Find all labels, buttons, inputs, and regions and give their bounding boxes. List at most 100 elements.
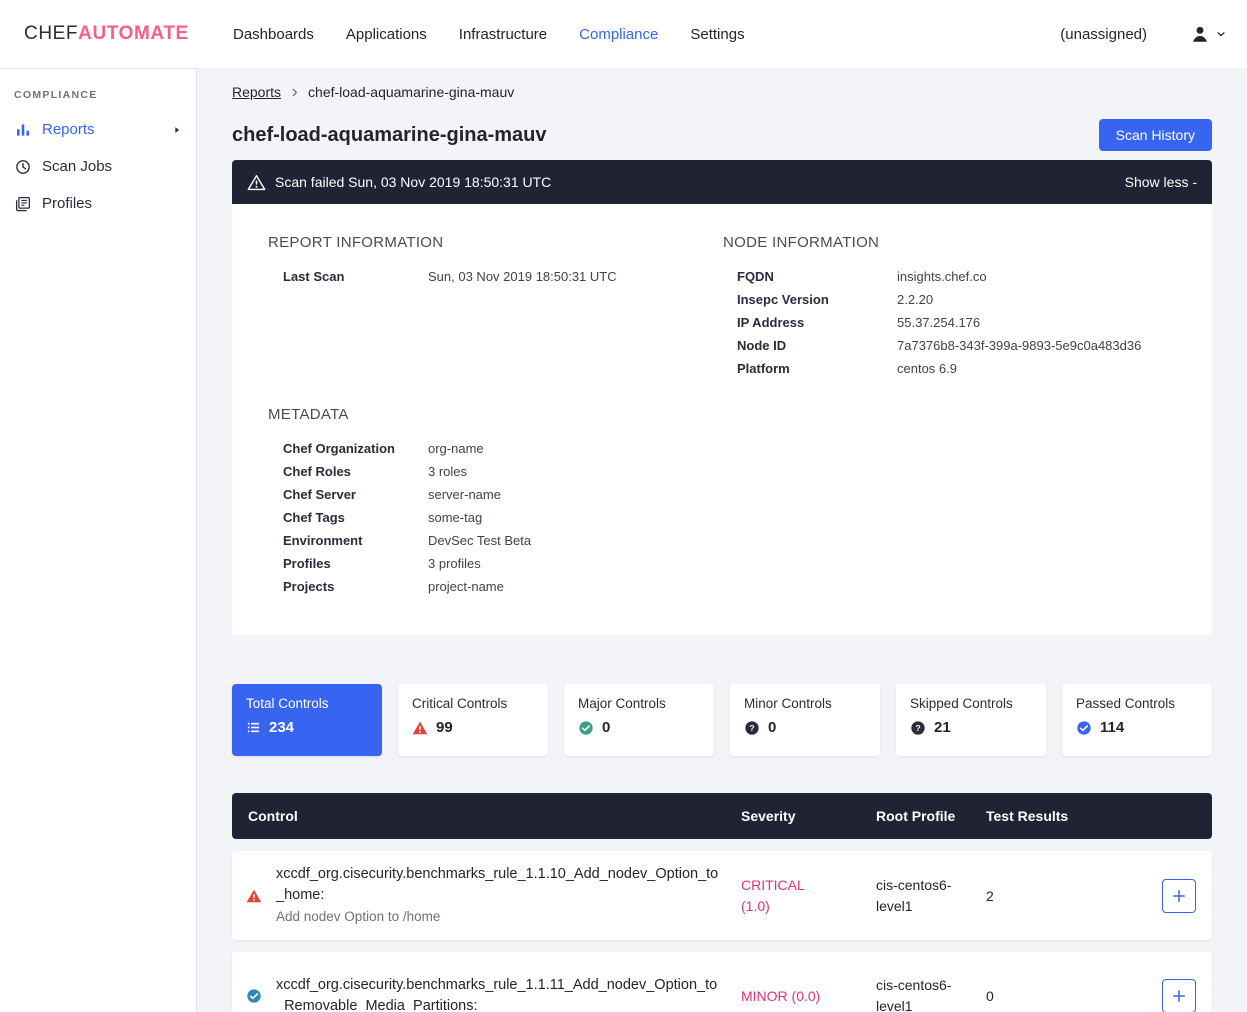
warning-icon (246, 888, 262, 904)
report-info-panel: REPORT INFORMATION Last Scan Sun, 03 Nov… (232, 204, 1212, 635)
stat-card-critical-controls[interactable]: Critical Controls 99 (398, 684, 548, 756)
clock-icon (14, 158, 32, 176)
report-information-section: REPORT INFORMATION Last Scan Sun, 03 Nov… (268, 234, 723, 380)
caret-right-icon[interactable] (172, 125, 182, 135)
controls-table-header: Control Severity Root Profile Test Resul… (232, 793, 1212, 839)
breadcrumb-current: chef-load-aquamarine-gina-mauv (308, 84, 515, 100)
stat-card-total-controls[interactable]: Total Controls 234 (232, 684, 382, 756)
expand-row-button[interactable] (1162, 979, 1196, 1012)
control-id: xccdf_org.cisecurity.benchmarks_rule_1.1… (276, 866, 719, 903)
svg-text:?: ? (915, 723, 920, 733)
nav-item-applications[interactable]: Applications (345, 25, 427, 43)
breadcrumb: Reports chef-load-aquamarine-gina-mauv (232, 84, 1212, 100)
test-results-cell: 2 (986, 887, 994, 904)
severity-cell: CRITICAL (1.0) (741, 876, 805, 914)
bar-chart-icon (14, 121, 32, 139)
metadata-section: METADATA Chef Organization org-name Chef… (268, 406, 723, 598)
plus-icon (1170, 987, 1188, 1005)
help-circle-icon: ? (910, 720, 926, 736)
user-menu[interactable] (1189, 23, 1227, 45)
svg-text:?: ? (749, 723, 754, 733)
sidebar: COMPLIANCE Reports Scan Jobs Profiles (0, 68, 197, 1012)
info-row: Chef Organization org-name (283, 441, 484, 456)
sidebar-item-label: Profiles (42, 195, 93, 212)
check-circle-icon (246, 988, 262, 1004)
main-content: Reports chef-load-aquamarine-gina-mauv c… (197, 68, 1247, 1012)
root-profile-cell: cis-centos6-level1 (876, 977, 952, 1012)
sidebar-item-label: Reports (42, 121, 95, 138)
severity-cell: MINOR (0.0) (741, 987, 821, 1004)
control-status-cell (232, 988, 276, 1004)
library-icon (14, 195, 32, 213)
column-header-test-results: Test Results (986, 808, 1069, 824)
report-information-heading: REPORT INFORMATION (268, 234, 444, 251)
info-row: Insepc Version 2.2.20 (737, 292, 934, 307)
sidebar-item-label: Scan Jobs (42, 158, 113, 175)
stat-card-skipped-controls[interactable]: Skipped Controls ? 21 (896, 684, 1046, 756)
topnav-right: (unassigned) (1060, 23, 1247, 45)
list-icon (246, 720, 261, 735)
info-row: Last Scan Sun, 03 Nov 2019 18:50:31 UTC (283, 269, 617, 284)
test-results-cell: 0 (986, 988, 994, 1004)
column-header-control: Control (248, 808, 298, 824)
control-status-cell (232, 888, 276, 904)
status-message: Scan failed Sun, 03 Nov 2019 18:50:31 UT… (275, 174, 552, 190)
user-label[interactable]: (unassigned) (1060, 25, 1147, 43)
control-cell: xccdf_org.cisecurity.benchmarks_rule_1.1… (276, 864, 741, 927)
info-row: Chef Server server-name (283, 487, 501, 502)
info-row: Projects project-name (283, 579, 504, 594)
check-circle-icon (1076, 720, 1092, 736)
info-row: Chef Tags some-tag (283, 510, 483, 525)
stat-card-major-controls[interactable]: Major Controls 0 (564, 684, 714, 756)
check-circle-icon (578, 720, 594, 736)
scan-status-bar: Scan failed Sun, 03 Nov 2019 18:50:31 UT… (232, 160, 1212, 204)
nav-item-dashboards[interactable]: Dashboards (233, 25, 314, 43)
status-left: Scan failed Sun, 03 Nov 2019 18:50:31 UT… (247, 173, 551, 192)
info-row: Platform centos 6.9 (737, 361, 957, 376)
warning-icon (247, 173, 266, 192)
info-row: Environment DevSec Test Beta (283, 533, 532, 548)
title-row: chef-load-aquamarine-gina-mauv Scan Hist… (232, 118, 1212, 152)
column-header-root-profile: Root Profile (876, 808, 956, 824)
chef-automate-logo[interactable]: CHEFAUTOMATE (0, 23, 233, 45)
primary-nav: Dashboards Applications Infrastructure C… (233, 26, 745, 43)
nav-item-settings[interactable]: Settings (690, 25, 745, 43)
person-icon (1189, 23, 1211, 45)
sidebar-item-reports[interactable]: Reports (0, 111, 196, 148)
info-row: Chef Roles 3 roles (283, 464, 468, 479)
stat-card-passed-controls[interactable]: Passed Controls 114 (1062, 684, 1212, 756)
column-header-severity: Severity (741, 808, 796, 824)
top-navigation: CHEFAUTOMATE Dashboards Applications Inf… (0, 0, 1247, 68)
sidebar-item-scan-jobs[interactable]: Scan Jobs (0, 148, 196, 185)
root-profile-cell: cis-centos6-level1 (876, 876, 952, 914)
info-row: FQDN insights.chef.co (737, 269, 987, 284)
sidebar-item-profiles[interactable]: Profiles (0, 185, 196, 222)
plus-icon (1170, 887, 1188, 905)
info-row: Node ID 7a7376b8-343f-399a-9893-5e9c0a48… (737, 338, 1142, 353)
control-row: xccdf_org.cisecurity.benchmarks_rule_1.1… (232, 851, 1212, 940)
row-action-cell (1100, 979, 1212, 1012)
control-description: Add nodev Option to /home (276, 909, 441, 924)
logo-automate-text: AUTOMATE (78, 23, 189, 44)
warning-icon (412, 720, 428, 736)
control-cell: xccdf_org.cisecurity.benchmarks_rule_1.1… (276, 975, 741, 1012)
expand-row-button[interactable] (1162, 878, 1196, 913)
sidebar-section-label: COMPLIANCE (14, 89, 98, 101)
nav-item-compliance[interactable]: Compliance (579, 25, 659, 43)
node-information-section: NODE INFORMATION FQDN insights.chef.co I… (723, 234, 1176, 380)
nav-item-infrastructure[interactable]: Infrastructure (458, 25, 548, 43)
help-circle-icon: ? (744, 720, 760, 736)
logo-chef-text: CHEF (24, 23, 79, 44)
info-row: Profiles 3 profiles (283, 556, 481, 571)
node-information-heading: NODE INFORMATION (723, 234, 880, 251)
info-row: IP Address 55.37.254.176 (737, 315, 981, 330)
scan-history-button[interactable]: Scan History (1098, 119, 1212, 151)
breadcrumb-link-reports[interactable]: Reports (232, 84, 282, 100)
controls-stats-row: Total Controls 234 Critical Controls 99 … (232, 684, 1212, 756)
metadata-heading: METADATA (268, 406, 349, 423)
stat-card-minor-controls[interactable]: Minor Controls ? 0 (730, 684, 880, 756)
chevron-right-icon (288, 86, 301, 99)
page-title: chef-load-aquamarine-gina-mauv (232, 123, 547, 146)
show-less-toggle[interactable]: Show less - (1124, 174, 1197, 190)
control-id: xccdf_org.cisecurity.benchmarks_rule_1.1… (276, 977, 718, 1012)
